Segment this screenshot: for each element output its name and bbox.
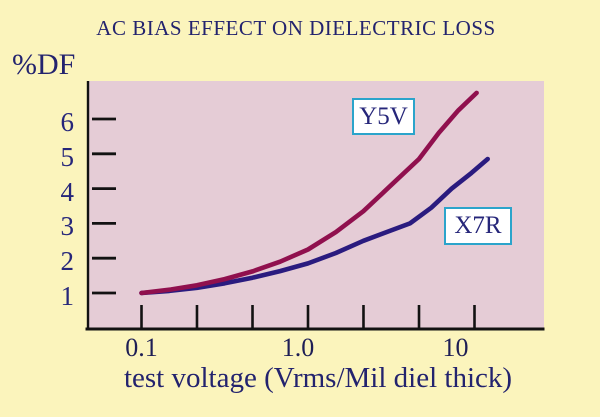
- series-curve-x7r: [139, 156, 491, 296]
- y-tick-label: 1: [60, 281, 75, 311]
- y-tick-label: 2: [60, 246, 75, 277]
- x-tick-label: 0.1: [125, 333, 158, 362]
- y-axis-label: %DF: [12, 48, 76, 81]
- series-label-x7r: X7R: [454, 212, 502, 239]
- series-label-y5v: Y5V: [359, 102, 408, 130]
- y-tick-label: 3: [60, 211, 75, 242]
- series-label-box-x7r: X7R: [444, 207, 512, 245]
- series-curve-y5v: [139, 90, 479, 296]
- chart-title: AC BIAS EFFECT ON DIELECTRIC LOSS: [96, 16, 496, 40]
- y-tick-label: 4: [60, 176, 75, 207]
- y-tick-label: 6: [60, 107, 75, 137]
- y-tick-label: 5: [60, 141, 75, 172]
- x-tick-label: 10: [442, 333, 469, 362]
- series-label-box-y5v: Y5V: [352, 98, 415, 135]
- x-axis-label: test voltage (Vrms/Mil diel thick): [123, 362, 513, 394]
- x-tick-label: 1.0: [281, 333, 315, 362]
